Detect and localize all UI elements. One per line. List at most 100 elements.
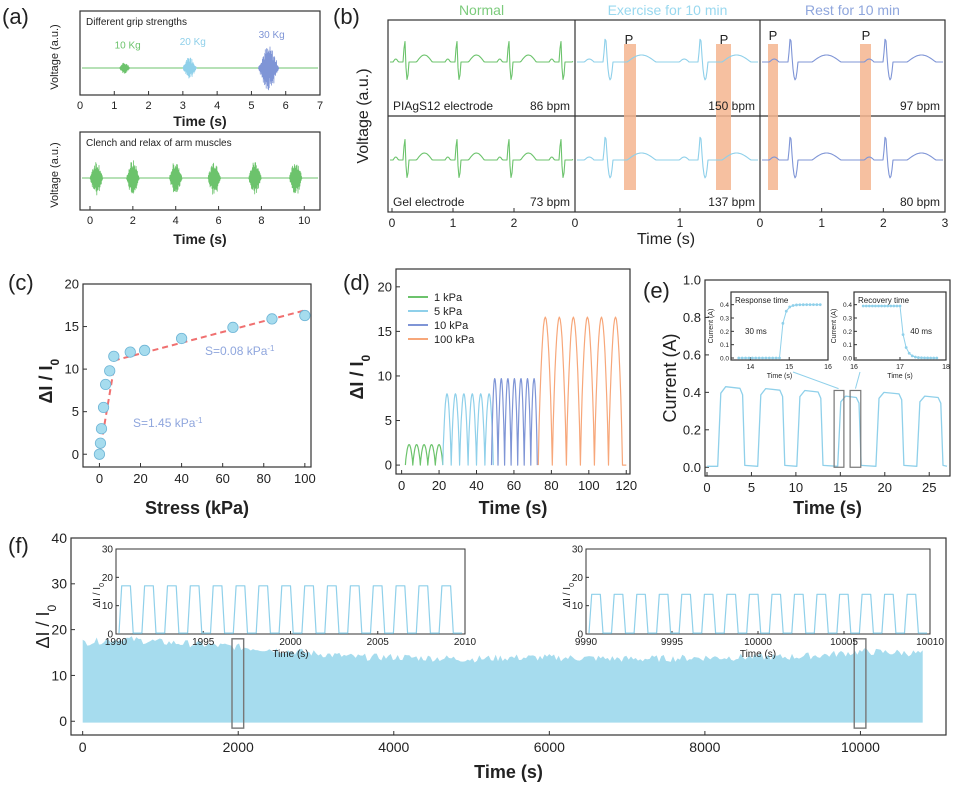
- d-legend-label: 100 kPa: [434, 334, 475, 346]
- a2-burst-3: [207, 162, 222, 195]
- e-inset-point: [929, 356, 933, 360]
- e-inset-point: [886, 304, 890, 308]
- f-inset-y-tick-label: 30: [102, 545, 114, 556]
- f-inset-x-tick-label: 1990: [105, 637, 128, 648]
- b-ecg-trace: [762, 38, 943, 81]
- d-series-1kPa: [404, 444, 444, 466]
- e-inset-point: [910, 354, 914, 358]
- c-fit1-label: S=1.45 kPa-1: [133, 416, 203, 431]
- e-inset-point: [935, 356, 939, 360]
- e-inset-point: [920, 356, 923, 360]
- e-zoom-box: [849, 389, 862, 468]
- e-y-tick-label: 0.6: [683, 347, 701, 362]
- c-data-point: [227, 321, 239, 334]
- f-inset-x-tick-label: 10000: [744, 637, 772, 648]
- e-inset-y-tick-label: 0.2: [843, 329, 852, 336]
- a2-x-tick-label: 2: [130, 215, 136, 227]
- d-frame: [395, 268, 631, 475]
- c-data-point: [93, 448, 106, 460]
- b-column-title: Normal: [459, 2, 504, 18]
- b-p-band: [768, 44, 778, 190]
- panel-label-e: (e): [643, 278, 670, 303]
- d-xlabel: Time (s): [479, 498, 548, 518]
- c-x-tick-label: 60: [215, 471, 229, 486]
- f-inset-ylabel: ΔI / I0: [562, 583, 576, 608]
- b-p-band: [624, 44, 636, 190]
- d-x-tick-label: 20: [432, 478, 446, 493]
- e-inset-title: Recovery time: [858, 296, 910, 305]
- e-inset-point: [889, 304, 893, 308]
- b-electrode-label: Gel electrode: [393, 195, 465, 209]
- a2-burst-5: [288, 164, 303, 194]
- a1-burst-1: [182, 57, 197, 79]
- d-x-tick-label: 80: [544, 478, 558, 493]
- e-inset-point: [880, 304, 883, 308]
- panel-label-c: (c): [8, 270, 34, 295]
- f-inset-y-tick-label: 10: [572, 601, 584, 612]
- f-x-tick-label: 6000: [534, 739, 565, 755]
- panel-label-d: (d): [343, 270, 370, 295]
- e-inset-x-tick-label: 16: [850, 364, 858, 371]
- e-zoom-box: [833, 389, 845, 468]
- a1-burst-label: 30 Kg: [259, 30, 285, 41]
- b-column-title: Exercise for 10 min: [608, 2, 728, 18]
- e-inset-y-tick-label: 0.0: [843, 356, 852, 363]
- c-data-point: [175, 332, 188, 345]
- c-data-point: [94, 437, 107, 449]
- b-x-tick-label: 2: [511, 216, 518, 230]
- a2-x-tick-label: 6: [216, 215, 222, 227]
- e-x-tick-label: 0: [703, 480, 710, 495]
- e-inset-point: [898, 304, 902, 308]
- e-inset-point: [871, 304, 874, 308]
- e-inset-y-tick-label: 0.3: [720, 316, 729, 323]
- e-current-trace: [707, 386, 948, 467]
- f-inset-x-tick-label: 2010: [454, 637, 477, 648]
- panel-label-f: (f): [8, 533, 29, 558]
- c-data-point: [99, 378, 112, 391]
- a1-burst-2: [257, 46, 280, 91]
- b-x-tick-label: 1: [677, 216, 684, 230]
- e-inset-point: [764, 356, 768, 360]
- d-y-tick-label: 0: [385, 458, 392, 473]
- b-p-band: [860, 44, 871, 190]
- e-inset-point: [801, 303, 805, 307]
- e-x-tick-label: 15: [833, 480, 847, 495]
- e-inset-point: [784, 309, 788, 313]
- a2-xlabel: Time (s): [173, 231, 226, 247]
- b-p-marker: P: [625, 32, 634, 47]
- c-x-tick-label: 80: [257, 471, 271, 486]
- b-bpm: 73 bpm: [530, 195, 570, 209]
- d-series-10kPa: [490, 378, 538, 466]
- f-inset-ylabel: ΔI / I0: [92, 583, 106, 608]
- a2-x-tick-label: 0: [87, 215, 93, 227]
- b-bpm: 86 bpm: [530, 99, 570, 113]
- f-inset-y-tick-label: 0: [577, 630, 583, 641]
- e-inset-ylabel: Current (A): [708, 309, 715, 344]
- e-inset-point: [754, 356, 758, 360]
- f-inset-xlabel: Time (s): [272, 649, 308, 660]
- f-inset-trace: [118, 585, 462, 634]
- d-y-tick-label: 10: [378, 369, 392, 384]
- f-x-tick-label: 8000: [689, 739, 720, 755]
- e-inset-point: [774, 356, 778, 360]
- f-inset-x-tick-label: 2005: [367, 637, 390, 648]
- d-x-tick-label: 60: [507, 478, 521, 493]
- e-inset-x-tick-label: 14: [747, 364, 755, 371]
- a1-burst-0: [119, 62, 131, 74]
- e-inset-point: [812, 303, 815, 307]
- e-y-tick-label: 0.2: [683, 422, 701, 437]
- d-y-tick-label: 15: [378, 324, 392, 339]
- e-inset-xlabel: Time (s): [887, 373, 912, 380]
- c-data-point: [95, 423, 108, 435]
- e-inset-point: [750, 356, 754, 360]
- e-inset-point: [874, 304, 877, 308]
- b-x-tick-label: 2: [880, 216, 887, 230]
- d-legend-label: 10 kPa: [434, 320, 469, 332]
- b-ecg-trace: [390, 138, 574, 179]
- e-inset-title: Response time: [735, 296, 789, 305]
- d-x-tick-label: 100: [578, 478, 600, 493]
- a2-title: Clench and relax of arm muscles: [86, 138, 232, 149]
- e-inset-x-tick-label: 16: [824, 364, 832, 371]
- f-inset-x-tick-label: 9995: [661, 637, 684, 648]
- e-x-tick-label: 20: [878, 480, 892, 495]
